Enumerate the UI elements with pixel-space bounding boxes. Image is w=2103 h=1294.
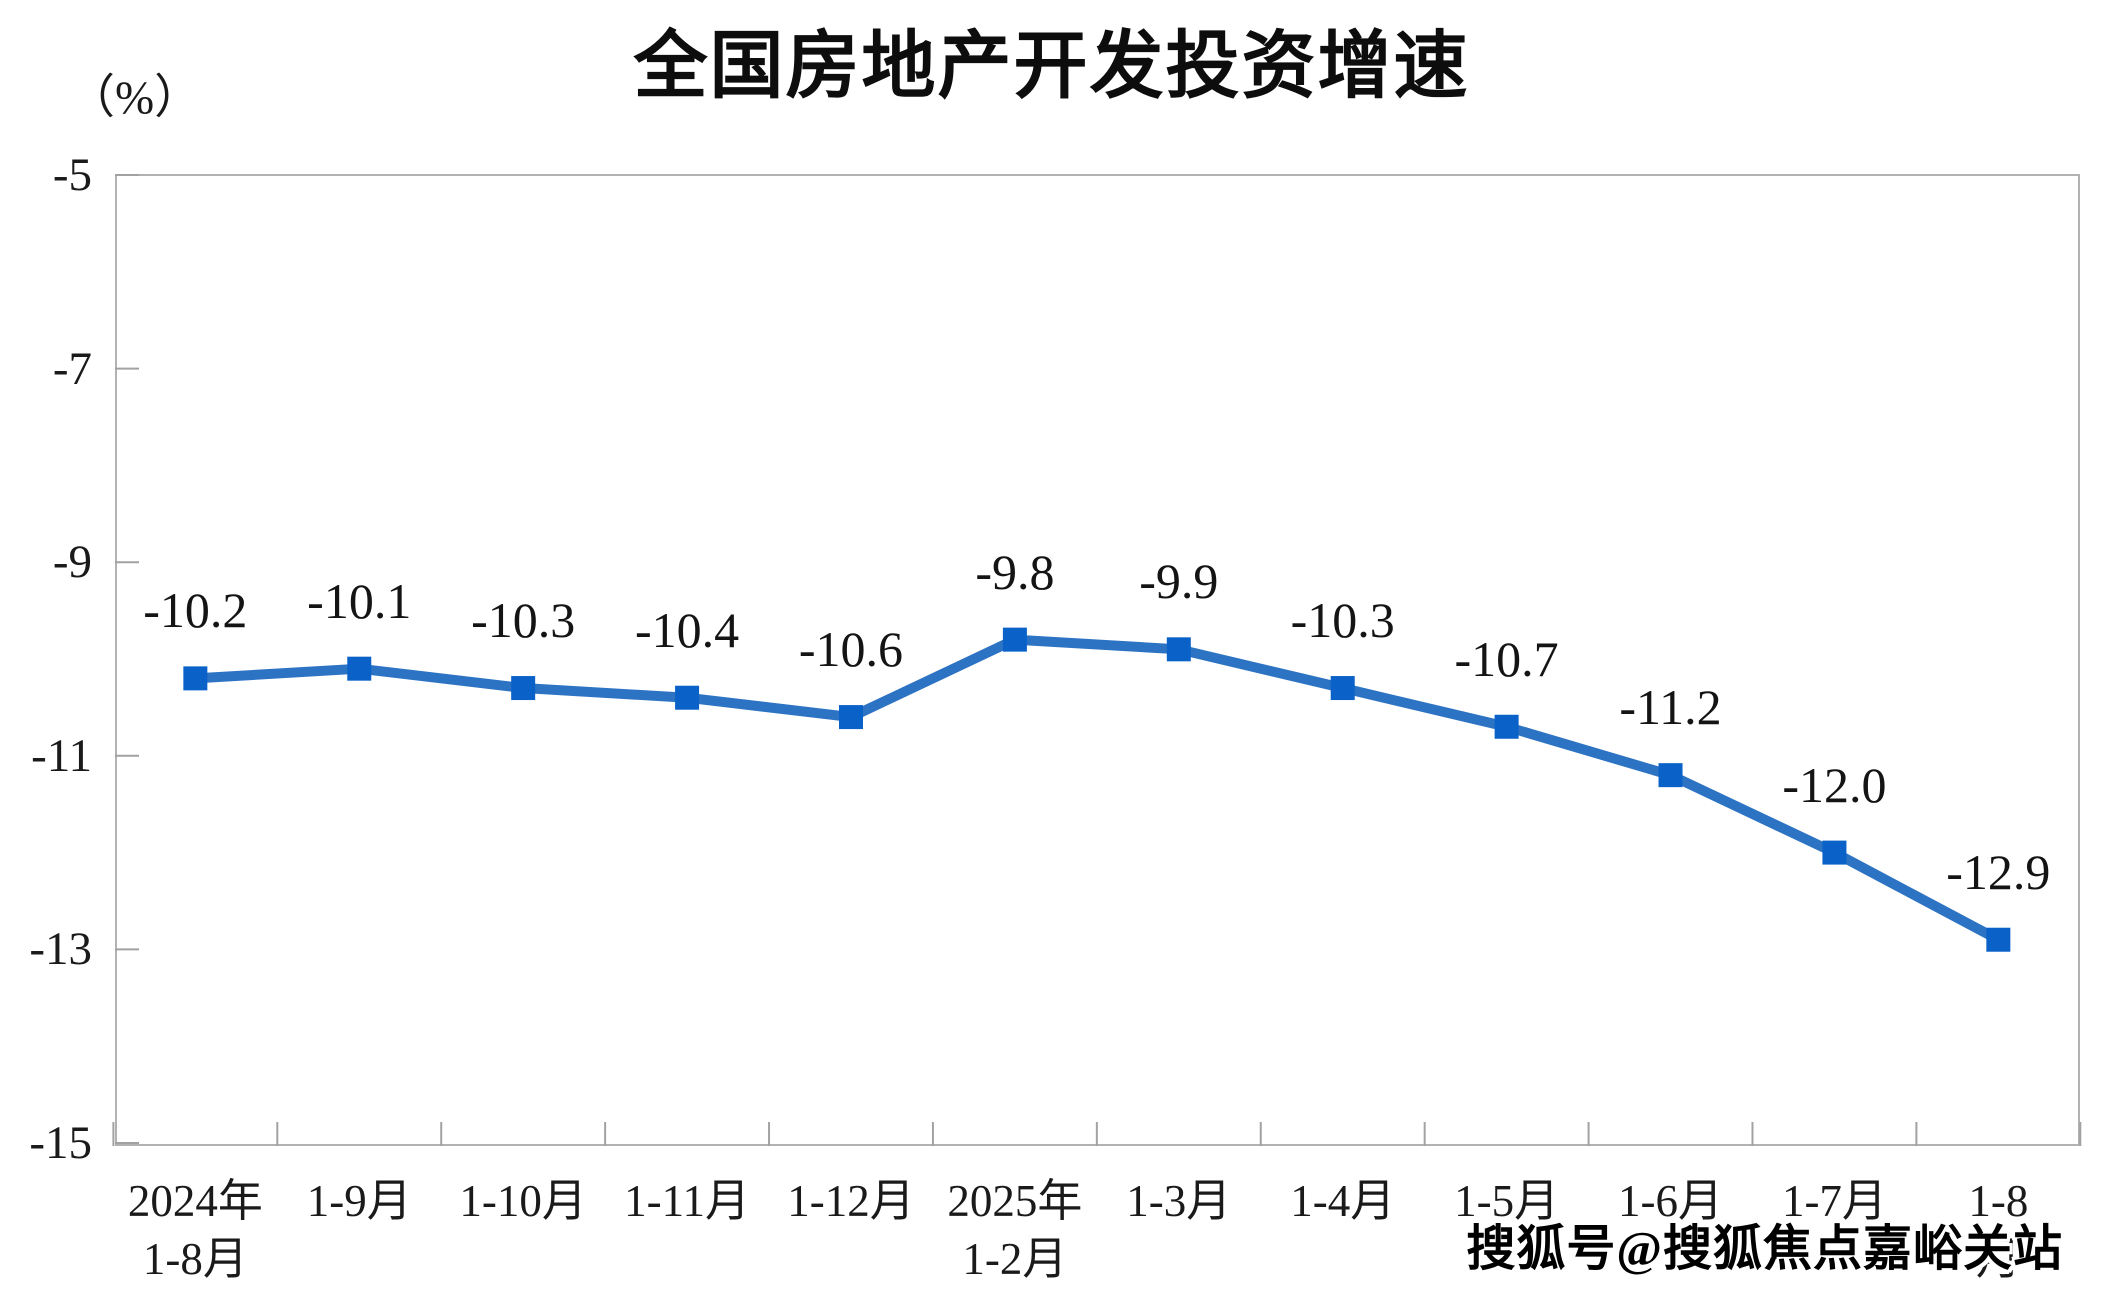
data-point-label: -9.8 [975, 543, 1055, 600]
data-point-label: -12.0 [1782, 756, 1887, 813]
data-point-marker [1822, 840, 1847, 865]
x-axis-tick-label: 1-4月 [1290, 1176, 1396, 1226]
data-point-marker [1658, 763, 1683, 788]
x-axis-tick-label: 2025年 1-2月 [947, 1176, 1083, 1284]
x-axis-tick-label: 1-6月 [1618, 1176, 1724, 1226]
data-point-label: -10.3 [1290, 592, 1395, 649]
data-point-marker [1986, 927, 2011, 952]
y-axis-tick-label: -5 [52, 149, 92, 201]
x-axis-tick-label: 1-7月 [1781, 1176, 1887, 1226]
data-point-marker [1330, 676, 1355, 701]
x-axis-tick-label: 1-10月 [459, 1176, 587, 1226]
x-axis-tick-label: 1-12月 [787, 1176, 915, 1226]
y-axis-tick-label: -15 [29, 1117, 92, 1169]
y-axis-tick-label: -9 [52, 536, 92, 589]
data-point-label: -9.9 [1139, 553, 1219, 610]
data-point-marker [1002, 627, 1027, 652]
watermark: 搜狐号@搜狐焦点嘉峪关站 [1466, 1221, 2063, 1276]
data-point-label: -10.1 [307, 572, 412, 629]
y-axis-unit-label: （%） [68, 72, 202, 124]
data-point-label: -11.2 [1619, 679, 1722, 736]
x-axis-tick-label: 1-9月 [306, 1176, 412, 1226]
data-point-label: -10.6 [798, 621, 904, 678]
x-axis-tick-label: 1-5月 [1454, 1176, 1560, 1226]
data-point-marker [1494, 714, 1519, 739]
x-axis-tick-label: 1-8月 [1968, 1176, 2029, 1284]
data-point-marker [183, 666, 208, 691]
data-point-marker [838, 705, 863, 730]
data-point-label: -12.9 [1946, 843, 2051, 900]
data-point-marker [675, 685, 700, 710]
data-point-label: -10.3 [471, 592, 576, 649]
data-point-label: -10.4 [635, 601, 740, 658]
x-axis-tick-label: 2024年 1-8月 [127, 1176, 263, 1284]
y-axis-tick-label: -7 [52, 342, 92, 395]
data-point-marker [511, 676, 536, 701]
data-point-label: -10.2 [143, 582, 248, 639]
y-axis-tick-label: -13 [29, 923, 92, 976]
data-point-marker [347, 656, 372, 681]
data-point-marker [1166, 637, 1191, 662]
x-axis-tick-label: 1-11月 [624, 1176, 750, 1226]
data-point-label: -10.7 [1454, 630, 1559, 687]
chart-title: 全国房地产开发投资增速 [633, 24, 1470, 107]
x-axis-tick-label: 1-3月 [1126, 1176, 1232, 1226]
y-axis-tick-label: -11 [31, 729, 92, 782]
series-line [190, 634, 2004, 945]
plot-area [115, 174, 2080, 1146]
